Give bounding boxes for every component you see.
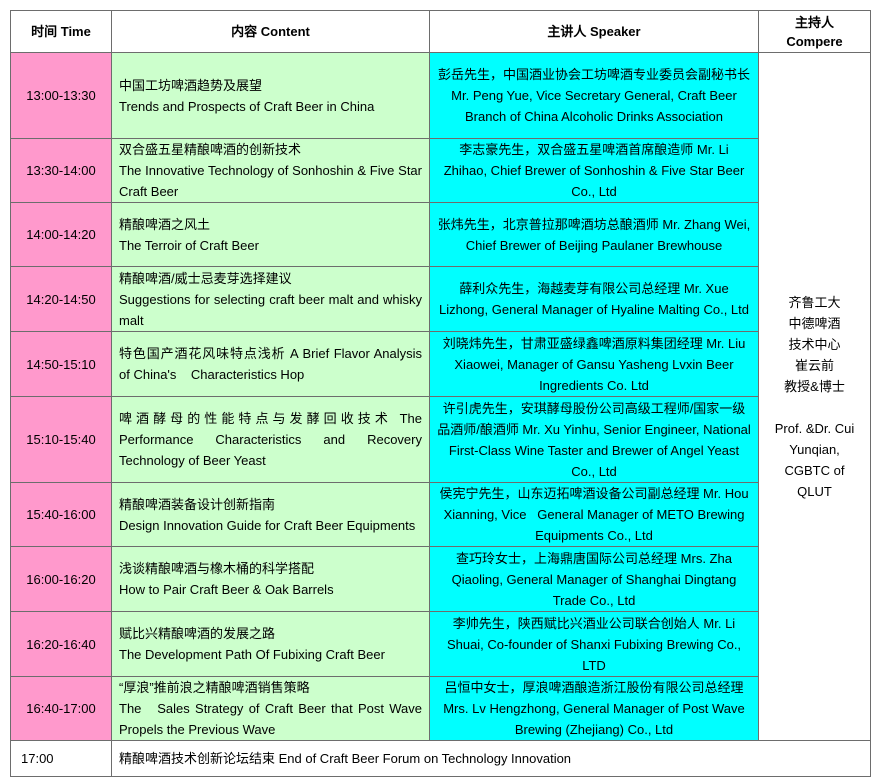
content-cell: 中国工坊啤酒趋势及展望 Trends and Prospects of Craft… bbox=[111, 52, 430, 139]
content-en: How to Pair Craft Beer & Oak Barrels bbox=[119, 582, 334, 597]
content-cn: 啤酒酵母的性能特点与发酵回收技术 bbox=[119, 411, 392, 426]
compere-en-line: Yunqian, bbox=[789, 441, 840, 457]
time-cell: 16:00-16:20 bbox=[10, 546, 112, 612]
content-cell: 浅谈精酿啤酒与橡木桶的科学搭配 How to Pair Craft Beer & … bbox=[111, 546, 430, 612]
schedule-row: 15:10-15:40 啤酒酵母的性能特点与发酵回收技术 The Performa… bbox=[10, 396, 871, 483]
speaker-cell: 刘晓炜先生，甘肃亚盛绿鑫啤酒原料集团经理 Mr. Liu Xiaowei, Ma… bbox=[429, 331, 759, 397]
compere-cn-line: 崔云前 bbox=[794, 357, 834, 373]
content-cn: 浅谈精酿啤酒与橡木桶的科学搭配 bbox=[119, 561, 315, 576]
speaker-cell: 李帅先生，陕西赋比兴酒业公司联合创始人 Mr. Li Shuai, Co-fou… bbox=[429, 611, 759, 677]
schedule-row: 14:50-15:10 特色国产酒花风味特点浅析 A Brief Flavor A… bbox=[10, 331, 871, 397]
end-text: 精酿啤酒技术创新论坛结束 End of Craft Beer Forum on … bbox=[111, 740, 871, 777]
content-en: Design Innovation Guide for Craft Beer E… bbox=[119, 517, 416, 533]
speaker-cell: 彭岳先生，中国酒业协会工坊啤酒专业委员会副秘书长 Mr. Peng Yue, V… bbox=[429, 52, 759, 139]
time-cell: 16:20-16:40 bbox=[10, 611, 112, 677]
content-en: The Terroir of Craft Beer bbox=[119, 237, 259, 253]
schedule-row: 16:20-16:40 赋比兴精酿啤酒的发展之路 The Development P… bbox=[10, 611, 871, 677]
content-cn: 特色国产酒花风味特点浅析 bbox=[119, 346, 286, 361]
compere-cn-line: 教授&博士 bbox=[784, 378, 845, 394]
header-speaker: 主讲人 Speaker bbox=[429, 10, 759, 53]
speaker-cell: 查巧玲女士，上海鼎唐国际公司总经理 Mrs. Zha Qiaoling, Gen… bbox=[429, 546, 759, 612]
schedule-row: 14:00-14:20 精酿啤酒之风土 The Terroir of Craft B… bbox=[10, 202, 871, 267]
content-cn: 赋比兴精酿啤酒的发展之路 bbox=[119, 626, 276, 641]
forum-schedule-table: 时间 Time 内容 Content 主讲人 Speaker 主持人 Comper… bbox=[10, 10, 871, 777]
content-cn: 精酿啤酒/威士忌麦芽选择建议 bbox=[119, 270, 292, 286]
end-time: 17:00 bbox=[10, 740, 112, 777]
schedule-row: 16:00-16:20 浅谈精酿啤酒与橡木桶的科学搭配 How to Pair Cr… bbox=[10, 546, 871, 612]
time-cell: 13:30-14:00 bbox=[10, 138, 112, 203]
speaker-cell: 薛利众先生，海越麦芽有限公司总经理 Mr. Xue Lizhong, Gener… bbox=[429, 266, 759, 332]
schedule-row: 14:20-14:50 精酿啤酒/威士忌麦芽选择建议 Suggestions for… bbox=[10, 266, 871, 332]
speaker-cell: 许引虎先生，安琪酵母股份公司高级工程师/国家一级品酒师/酿酒师 Mr. Xu Y… bbox=[429, 396, 759, 483]
schedule-row: 16:40-17:00 “厚浪”推前浪之精酿啤酒销售策略 The Sales Str… bbox=[10, 676, 871, 741]
header-compere: 主持人 Compere bbox=[758, 10, 871, 53]
time-cell: 15:10-15:40 bbox=[10, 396, 112, 483]
content-cell: 特色国产酒花风味特点浅析 A Brief Flavor Analysis of … bbox=[111, 331, 430, 397]
header-row: 时间 Time 内容 Content 主讲人 Speaker 主持人 Comper… bbox=[10, 10, 871, 53]
content-en: The Development Path Of Fubixing Craft B… bbox=[119, 647, 385, 662]
content-cell: 赋比兴精酿啤酒的发展之路 The Development Path Of Fubi… bbox=[111, 611, 430, 677]
content-cell: 精酿啤酒/威士忌麦芽选择建议 Suggestions for selecting … bbox=[111, 266, 430, 332]
schedule-row: 15:40-16:00 精酿啤酒装备设计创新指南 Design Innovation… bbox=[10, 482, 871, 547]
time-cell: 14:20-14:50 bbox=[10, 266, 112, 332]
speaker-cell: 李志豪先生，双合盛五星啤酒首席酿造师 Mr. Li Zhihao, Chief … bbox=[429, 138, 759, 203]
speaker-cell: 吕恒中女士，厚浪啤酒酿造浙江股份有限公司总经理 Mrs. Lv Hengzhon… bbox=[429, 676, 759, 741]
compere-cn-line: 技术中心 bbox=[788, 336, 841, 352]
content-cell: 啤酒酵母的性能特点与发酵回收技术 The Performance Charact… bbox=[111, 396, 430, 483]
compere-cn-line: 齐鲁工大 bbox=[788, 294, 841, 310]
content-en: Suggestions for selecting craft beer mal… bbox=[119, 291, 426, 328]
compere-en-line: QLUT bbox=[797, 483, 832, 499]
compere-en-line: CGBTC of bbox=[784, 462, 845, 478]
time-cell: 16:40-17:00 bbox=[10, 676, 112, 741]
content-cell: 精酿啤酒装备设计创新指南 Design Innovation Guide for … bbox=[111, 482, 430, 547]
schedule-row: 13:00-13:30 中国工坊啤酒趋势及展望 Trends and Prospec… bbox=[10, 52, 871, 741]
header-time: 时间 Time bbox=[10, 10, 112, 53]
content-cn: “厚浪”推前浪之精酿啤酒销售策略 bbox=[119, 680, 310, 695]
content-en: Trends and Prospects of Craft Beer in Ch… bbox=[119, 98, 375, 114]
speaker-cell: 侯宪宁先生，山东迈拓啤酒设备公司副总经理 Mr. Hou Xianning, V… bbox=[429, 482, 759, 547]
time-cell: 13:00-13:30 bbox=[10, 52, 112, 139]
schedule-row: 13:30-14:00 双合盛五星精酿啤酒的创新技术 The Innovative … bbox=[10, 138, 871, 203]
header-compere-en: Compere bbox=[786, 33, 843, 49]
speaker-cell: 张炜先生，北京普拉那啤酒坊总酿酒师 Mr. Zhang Wei, Chief B… bbox=[429, 202, 759, 267]
content-cn: 精酿啤酒装备设计创新指南 bbox=[119, 496, 276, 512]
compere-cn-line: 中德啤酒 bbox=[788, 315, 841, 331]
header-compere-cn: 主持人 bbox=[794, 14, 834, 30]
content-cn: 精酿啤酒之风土 bbox=[119, 216, 211, 232]
compere-en-line: Prof. &Dr. Cui bbox=[774, 420, 855, 436]
content-cn: 双合盛五星精酿啤酒的创新技术 bbox=[119, 142, 302, 157]
content-cell: 双合盛五星精酿啤酒的创新技术 The Innovative Technology … bbox=[111, 138, 430, 203]
header-content: 内容 Content bbox=[111, 10, 430, 53]
content-cell: 精酿啤酒之风土 The Terroir of Craft Beer bbox=[111, 202, 430, 267]
content-en: The Performance Characteristics and Reco… bbox=[119, 411, 426, 468]
end-row: 17:00 精酿啤酒技术创新论坛结束 End of Craft Beer Foru… bbox=[10, 740, 871, 777]
content-cell: “厚浪”推前浪之精酿啤酒销售策略 The Sales Strategy of Cr… bbox=[111, 676, 430, 741]
content-en: The Sales Strategy of Craft Beer that Po… bbox=[119, 701, 426, 737]
time-cell: 15:40-16:00 bbox=[10, 482, 112, 547]
content-en: The Innovative Technology of Sonhoshin &… bbox=[119, 163, 426, 199]
time-cell: 14:50-15:10 bbox=[10, 331, 112, 397]
content-cn: 中国工坊啤酒趋势及展望 bbox=[119, 77, 263, 93]
time-cell: 14:00-14:20 bbox=[10, 202, 112, 267]
compere-cell: 齐鲁工大中德啤酒技术中心崔云前教授&博士 Prof. &Dr. Cui Yunqia… bbox=[758, 52, 871, 741]
content-en: A Brief Flavor Analysis of China's Chara… bbox=[119, 346, 426, 382]
